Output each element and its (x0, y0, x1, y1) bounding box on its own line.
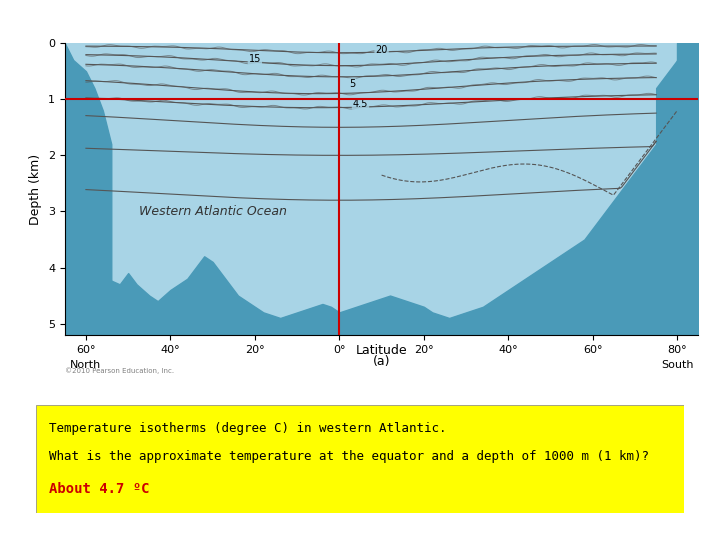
Text: What is the approximate temperature at the equator and a depth of 1000 m (1 km)?: What is the approximate temperature at t… (49, 450, 649, 463)
Text: South: South (661, 360, 693, 370)
Text: Temperature isotherms (degree C) in western Atlantic.: Temperature isotherms (degree C) in west… (49, 422, 446, 435)
Text: Latitude: Latitude (356, 343, 408, 357)
Text: 15: 15 (248, 54, 261, 64)
Text: 5: 5 (349, 79, 355, 89)
Text: ©2010 Pearson Education, Inc.: ©2010 Pearson Education, Inc. (65, 367, 174, 374)
Text: 20: 20 (375, 45, 388, 55)
Text: 4.5: 4.5 (353, 99, 368, 109)
Text: (a): (a) (373, 354, 390, 368)
FancyBboxPatch shape (36, 405, 684, 513)
Text: North: North (71, 360, 102, 370)
Text: Western Atlantic Ocean: Western Atlantic Ocean (139, 205, 287, 218)
Text: About 4.7 ºC: About 4.7 ºC (49, 482, 150, 496)
Y-axis label: Depth (km): Depth (km) (30, 153, 42, 225)
